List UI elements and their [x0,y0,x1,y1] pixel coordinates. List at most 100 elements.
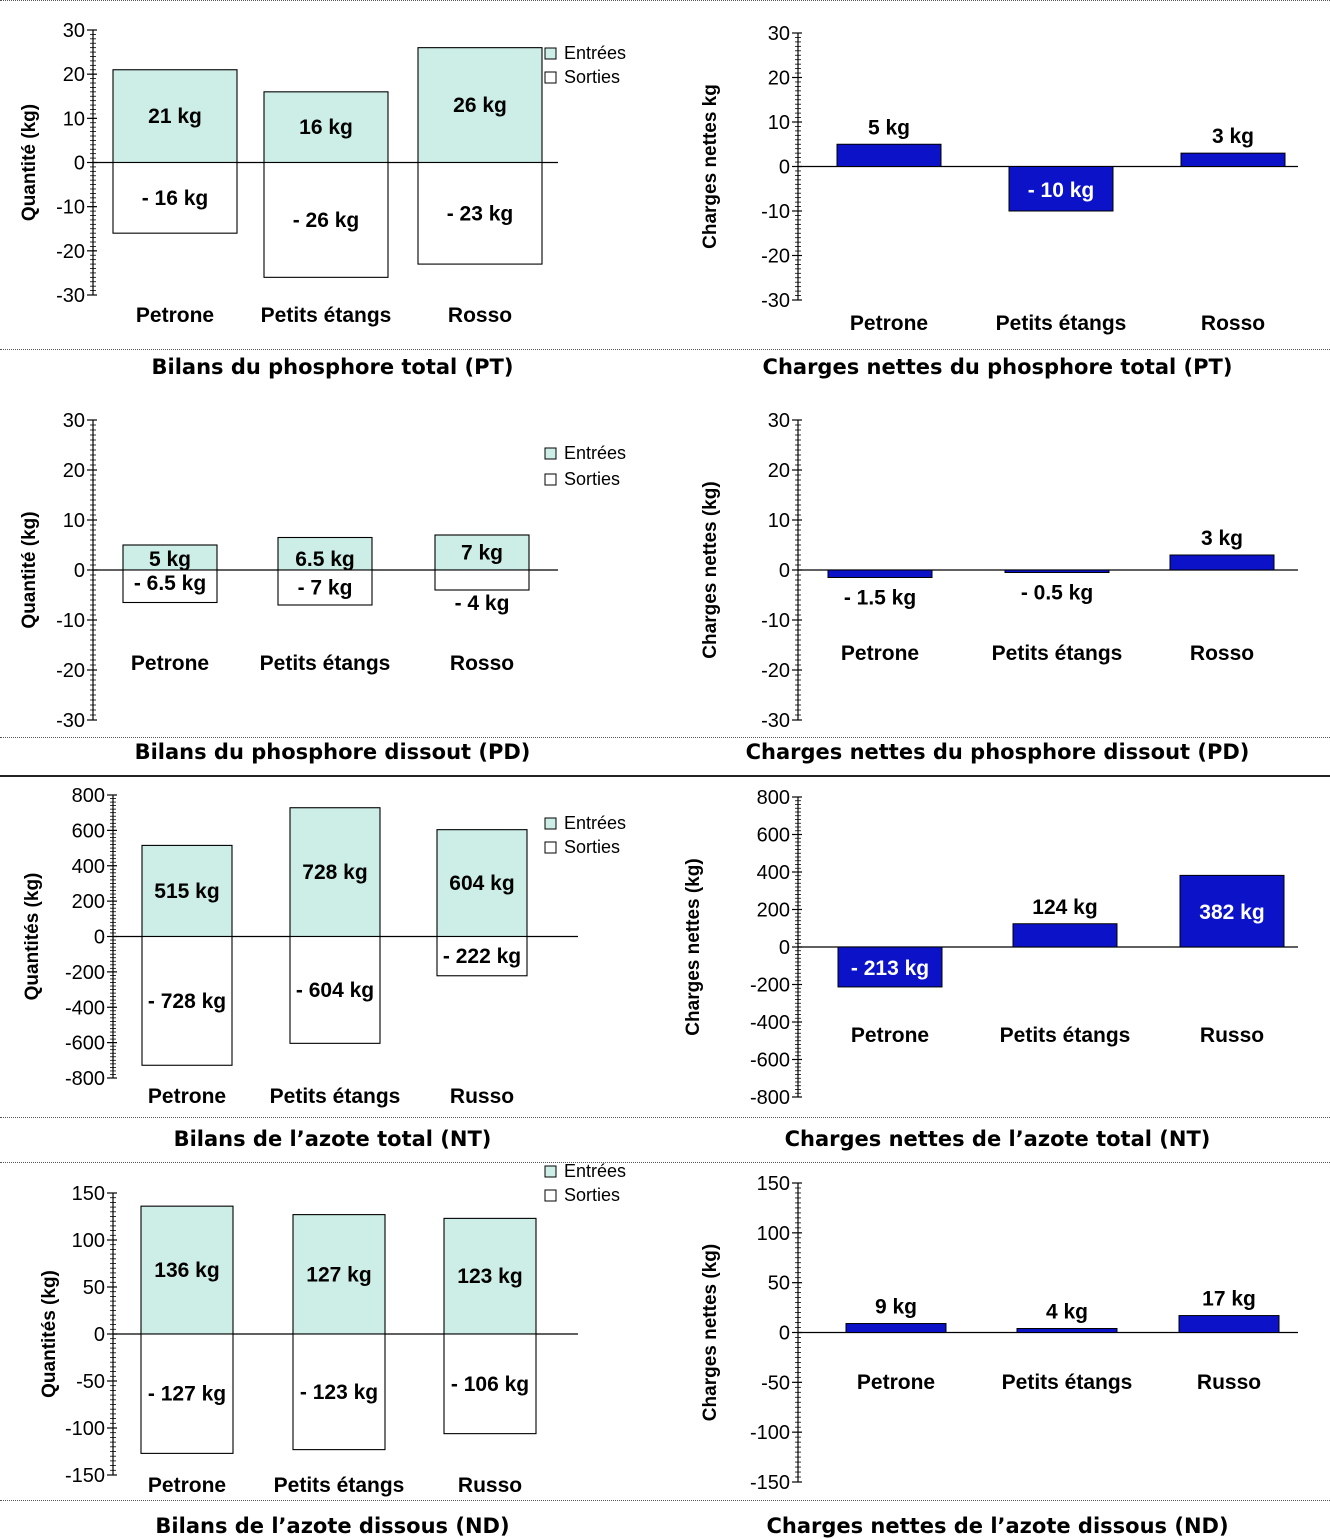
row-separator [0,1500,1330,1501]
entrees-value-label: 7 kg [461,542,503,565]
bilan-nd-caption: Bilans de l’azote dissous (ND) [155,1514,510,1538]
sorties-value-label: - 26 kg [293,209,360,232]
entrees-value-label: 604 kg [449,872,514,895]
entrees-bar [112,69,238,164]
category-label: Russo [1200,1024,1264,1047]
net-nd-caption: Charges nettes de l’azote dissous (ND) [766,1514,1229,1538]
category-label: Petits étangs [260,652,391,675]
y-tick-label: -800 [65,1068,105,1090]
category-label: Petrone [857,1371,935,1394]
bilan-nt-chart: 800 600 400 200 0 -200 -400 -600 -800 Quantités (… [22,785,626,1108]
net-nt-chart: 800 600 400 200 0 -200 -400 -600 -800 Charges net… [683,787,1298,1109]
net-pd-panel: 30 20 10 0 -10 -20 -30 Charges nettes (kg) - 1.5… [665,395,1330,740]
category-label: Petits étangs [261,304,392,327]
y-axis-title: Quantité (kg) [19,511,40,628]
y-tick-label: 400 [757,862,790,884]
legend-swatch [544,1165,557,1178]
entrees-bar [277,536,373,571]
entrees-value-label: 26 kg [453,94,507,117]
sorties-value-label: - 106 kg [451,1373,529,1396]
category-label: Petrone [841,642,919,665]
bilan-nd-chart: 150 100 50 0 -50 -100 -150 Quantités (kg) 136 kg… [39,1161,626,1497]
legend-label: Entrées [564,1161,626,1181]
legend-label: Sorties [564,67,620,87]
net-pt-panel: 30 20 10 0 -10 -20 -30 Charges nettes kg 5 kg - 1… [665,0,1330,345]
y-axis-title: Quantité (kg) [19,104,40,221]
y-tick-label: -100 [65,1418,105,1440]
y-tick-label: 20 [63,460,85,482]
category-label: Petrone [148,1474,226,1497]
sorties-value-label: - 23 kg [447,202,514,225]
y-tick-label: -20 [56,241,85,263]
bilan-nt-caption: Bilans de l’azote total (NT) [173,1127,492,1151]
sorties-value-label: - 604 kg [296,979,374,1002]
net-nd-panel: 150 100 50 0 -50 -100 -150 Charges nettes (kg) 9… [665,1165,1330,1539]
category-label: Petrone [131,652,209,675]
net-pt-chart: 30 20 10 0 -10 -20 -30 Charges nettes kg 5 kg - 1… [700,23,1298,335]
y-tick-label: 600 [757,825,790,847]
sorties-bar [140,1333,234,1454]
y-tick-label: 0 [74,153,85,175]
y-tick-label: -400 [750,1012,790,1034]
y-tick-label: -20 [761,660,790,682]
net-load-bar [1169,554,1275,571]
row-separator [0,1162,1330,1163]
category-label: Rosso [448,304,512,327]
bilan-pt-caption: Bilans du phosphore total (PT) [151,355,514,379]
net-value-label: 4 kg [1046,1301,1088,1324]
legend-swatch [544,473,557,486]
y-tick-label: -400 [65,997,105,1019]
entrees-bar [443,1217,537,1335]
y-tick-label: 30 [63,410,85,432]
y-axis-title: Quantités (kg) [22,873,43,1001]
y-tick-label: -800 [750,1087,790,1109]
y-tick-label: -30 [761,710,790,732]
y-tick-label: -30 [56,285,85,307]
net-value-label: 9 kg [875,1296,917,1319]
row-separator [0,349,1330,350]
y-tick-label: 0 [779,937,790,959]
sorties-value-label: - 6.5 kg [134,572,206,595]
net-nt-caption: Charges nettes de l’azote total (NT) [784,1127,1211,1151]
entrees-value-label: 123 kg [457,1265,522,1288]
category-label: Petits étangs [274,1474,405,1497]
bilan-nd-panel: 150 100 50 0 -50 -100 -150 Quantités (kg) 136 kg… [0,1161,665,1539]
sorties-bar [112,161,238,234]
legend-label: Sorties [564,837,620,857]
net-load-bar [1180,152,1286,167]
y-tick-label: 100 [72,1230,105,1252]
entrees-bar [140,1205,234,1335]
bilan-pt-chart: 30 20 10 0 -10 -20 -30 Quantité (kg) 21 kg 16 kg 2… [19,20,626,327]
sorties-bar [417,161,543,265]
net-load-bar [1004,569,1110,573]
sorties-bar [434,569,530,591]
category-label: Petits étangs [992,642,1123,665]
y-tick-label: -50 [76,1371,105,1393]
y-tick-label: -600 [750,1050,790,1072]
y-axis-title: Charges nettes (kg) [683,858,704,1035]
bilan-pd-chart: 30 20 10 0 -10 -20 -30 Quantité (kg) 5 kg 6.5 kg 7… [19,410,626,732]
y-tick-label: -20 [761,246,790,268]
category-label: Petrone [851,1024,929,1047]
entrees-bar [289,807,381,938]
sorties-bar [141,935,233,1066]
net-load-bar [1012,923,1118,948]
y-tick-label: 20 [63,64,85,86]
entrees-value-label: 5 kg [149,548,191,571]
sorties-value-label: - 123 kg [300,1381,378,1404]
net-value-label: 382 kg [1199,901,1264,924]
y-tick-label: 50 [768,1273,790,1295]
net-nt-panel: 800 600 400 200 0 -200 -400 -600 -800 Charges net… [665,785,1330,1125]
net-nd-chart: 150 100 50 0 -50 -100 -150 Charges nettes (kg) 9… [700,1173,1298,1494]
legend-swatch [544,1189,557,1202]
net-load-bar [836,143,942,167]
y-tick-label: 0 [94,1324,105,1346]
entrees-bar [141,844,233,938]
bilan-pd-caption: Bilans du phosphore dissout (PD) [134,740,531,764]
net-value-label: 3 kg [1201,527,1243,550]
net-value-label: 5 kg [868,116,910,139]
legend-label: Entrées [564,43,626,63]
y-tick-label: -10 [56,610,85,632]
y-tick-label: -200 [750,975,790,997]
